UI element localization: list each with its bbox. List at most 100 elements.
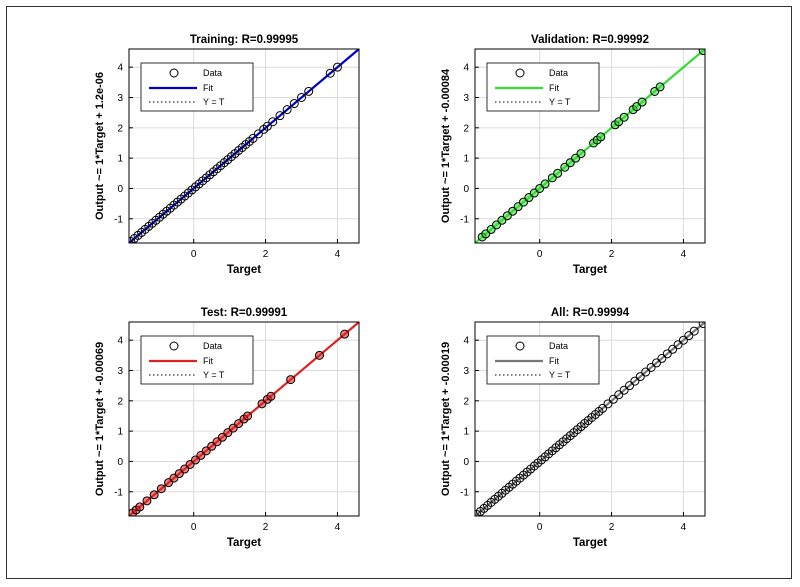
legend-data-marker <box>169 341 179 351</box>
y-tick-label: 0 <box>463 457 469 468</box>
panel-4: 0 2 4 -1 0 1 2 3 4 All: R=0.99994 Target Output ~= … <box>440 307 706 549</box>
data-point <box>655 82 665 92</box>
x-tick-label: 2 <box>263 522 269 533</box>
x-tick-label: 0 <box>537 522 543 533</box>
regression-figure: 0 2 4 -1 0 1 2 3 4 Training: R=0.99995 Target Outpu… <box>94 34 706 549</box>
y-tick-label: 4 <box>463 336 469 347</box>
y-tick-label: 4 <box>117 336 123 347</box>
legend-fit-label: Fit <box>203 356 213 366</box>
data-point <box>268 117 278 127</box>
y-tick-label: 2 <box>463 396 469 407</box>
legend-fit-label: Fit <box>203 83 213 93</box>
x-axis-label: Target <box>573 537 607 549</box>
data-point <box>662 349 672 359</box>
y-axis-label: Output ~= 1*Target + -0.00084 <box>440 68 452 223</box>
y-tick-label: 3 <box>117 93 123 104</box>
axes-box <box>128 48 360 244</box>
chart-title: Validation: R=0.99992 <box>531 34 649 46</box>
data-point <box>637 97 647 107</box>
plot-content <box>475 49 705 243</box>
data-point <box>635 372 645 382</box>
legend: Data Fit Y = T <box>486 62 600 112</box>
data-point <box>262 121 272 131</box>
data-point <box>646 362 656 372</box>
plot-content <box>129 49 359 243</box>
data-point <box>608 394 618 404</box>
data-point <box>698 322 705 329</box>
legend-data-marker <box>515 341 525 351</box>
x-tick-label: 0 <box>191 249 197 260</box>
x-axis-label: Target <box>573 264 607 276</box>
data-point <box>657 353 667 363</box>
data-point <box>603 399 613 409</box>
data-point <box>641 367 651 377</box>
data-point <box>673 340 683 350</box>
y-tick-label: 1 <box>463 427 469 438</box>
x-tick-label: 0 <box>537 249 543 260</box>
data-point <box>289 99 299 109</box>
data-point <box>614 390 624 400</box>
legend-data-label: Data <box>549 68 568 78</box>
x-tick-label: 4 <box>681 522 687 533</box>
data-point <box>689 326 699 336</box>
chart-title: All: R=0.99994 <box>551 307 630 319</box>
data-point <box>619 112 629 122</box>
legend: Data Fit Y = T <box>486 335 600 385</box>
legend-yt-label: Y = T <box>203 97 225 107</box>
x-tick-label: 4 <box>335 522 341 533</box>
data-point <box>297 92 306 102</box>
legend-fit-label: Fit <box>549 356 559 366</box>
data-point <box>576 149 586 159</box>
panel-2: 0 2 4 -1 0 1 2 3 4 Validation: R=0.99992 Target Out… <box>440 34 706 276</box>
data-point <box>314 350 324 360</box>
legend-data-label: Data <box>203 341 222 351</box>
y-tick-label: 0 <box>463 184 469 195</box>
data-point <box>325 68 335 78</box>
figure-frame: 0 2 4 -1 0 1 2 3 4 Training: R=0.99995 Target Outpu… <box>6 6 792 579</box>
y-tick-label: 3 <box>117 366 123 377</box>
y-tick-label: -1 <box>114 214 123 225</box>
x-tick-label: 0 <box>191 522 197 533</box>
legend: Data Fit Y = T <box>140 335 254 385</box>
data-point <box>553 168 563 178</box>
data-point <box>698 49 705 56</box>
chart-title: Training: R=0.99995 <box>190 34 299 46</box>
data-point <box>275 111 285 121</box>
data-point <box>668 344 678 354</box>
legend-yt-label: Y = T <box>203 370 225 380</box>
legend-fit-label: Fit <box>549 83 559 93</box>
y-tick-label: 1 <box>117 427 123 438</box>
legend-yt-label: Y = T <box>549 370 571 380</box>
y-tick-label: 4 <box>117 63 123 74</box>
chart-title: Test: R=0.99991 <box>201 307 288 319</box>
axes-box <box>474 321 706 517</box>
data-point <box>684 331 694 341</box>
x-tick-label: 4 <box>681 249 687 260</box>
data-point <box>340 329 350 339</box>
y-tick-label: -1 <box>460 214 469 225</box>
plot-content <box>475 322 705 516</box>
legend-yt-label: Y = T <box>549 97 571 107</box>
data-point <box>243 411 253 421</box>
y-tick-label: -1 <box>114 487 123 498</box>
data-point <box>332 62 342 72</box>
x-tick-label: 4 <box>335 249 341 260</box>
data-point <box>619 385 629 395</box>
data-point <box>266 391 276 401</box>
legend-data-label: Data <box>549 341 568 351</box>
y-tick-label: 0 <box>117 184 123 195</box>
x-tick-label: 2 <box>609 522 615 533</box>
axes-box <box>128 321 360 517</box>
data-point <box>156 484 166 494</box>
data-point <box>651 358 661 368</box>
plot-content <box>129 322 359 516</box>
panel-1: 0 2 4 -1 0 1 2 3 4 Training: R=0.99995 Target Outpu… <box>94 34 360 276</box>
y-tick-label: 0 <box>117 457 123 468</box>
data-point <box>304 86 314 96</box>
y-axis-label: Output ~= 1*Target + 1.2e-06 <box>94 72 106 220</box>
legend-data-marker <box>515 68 525 78</box>
data-point <box>678 335 688 345</box>
y-tick-label: 1 <box>463 154 469 165</box>
axes-box <box>474 48 706 244</box>
data-point <box>149 490 159 500</box>
